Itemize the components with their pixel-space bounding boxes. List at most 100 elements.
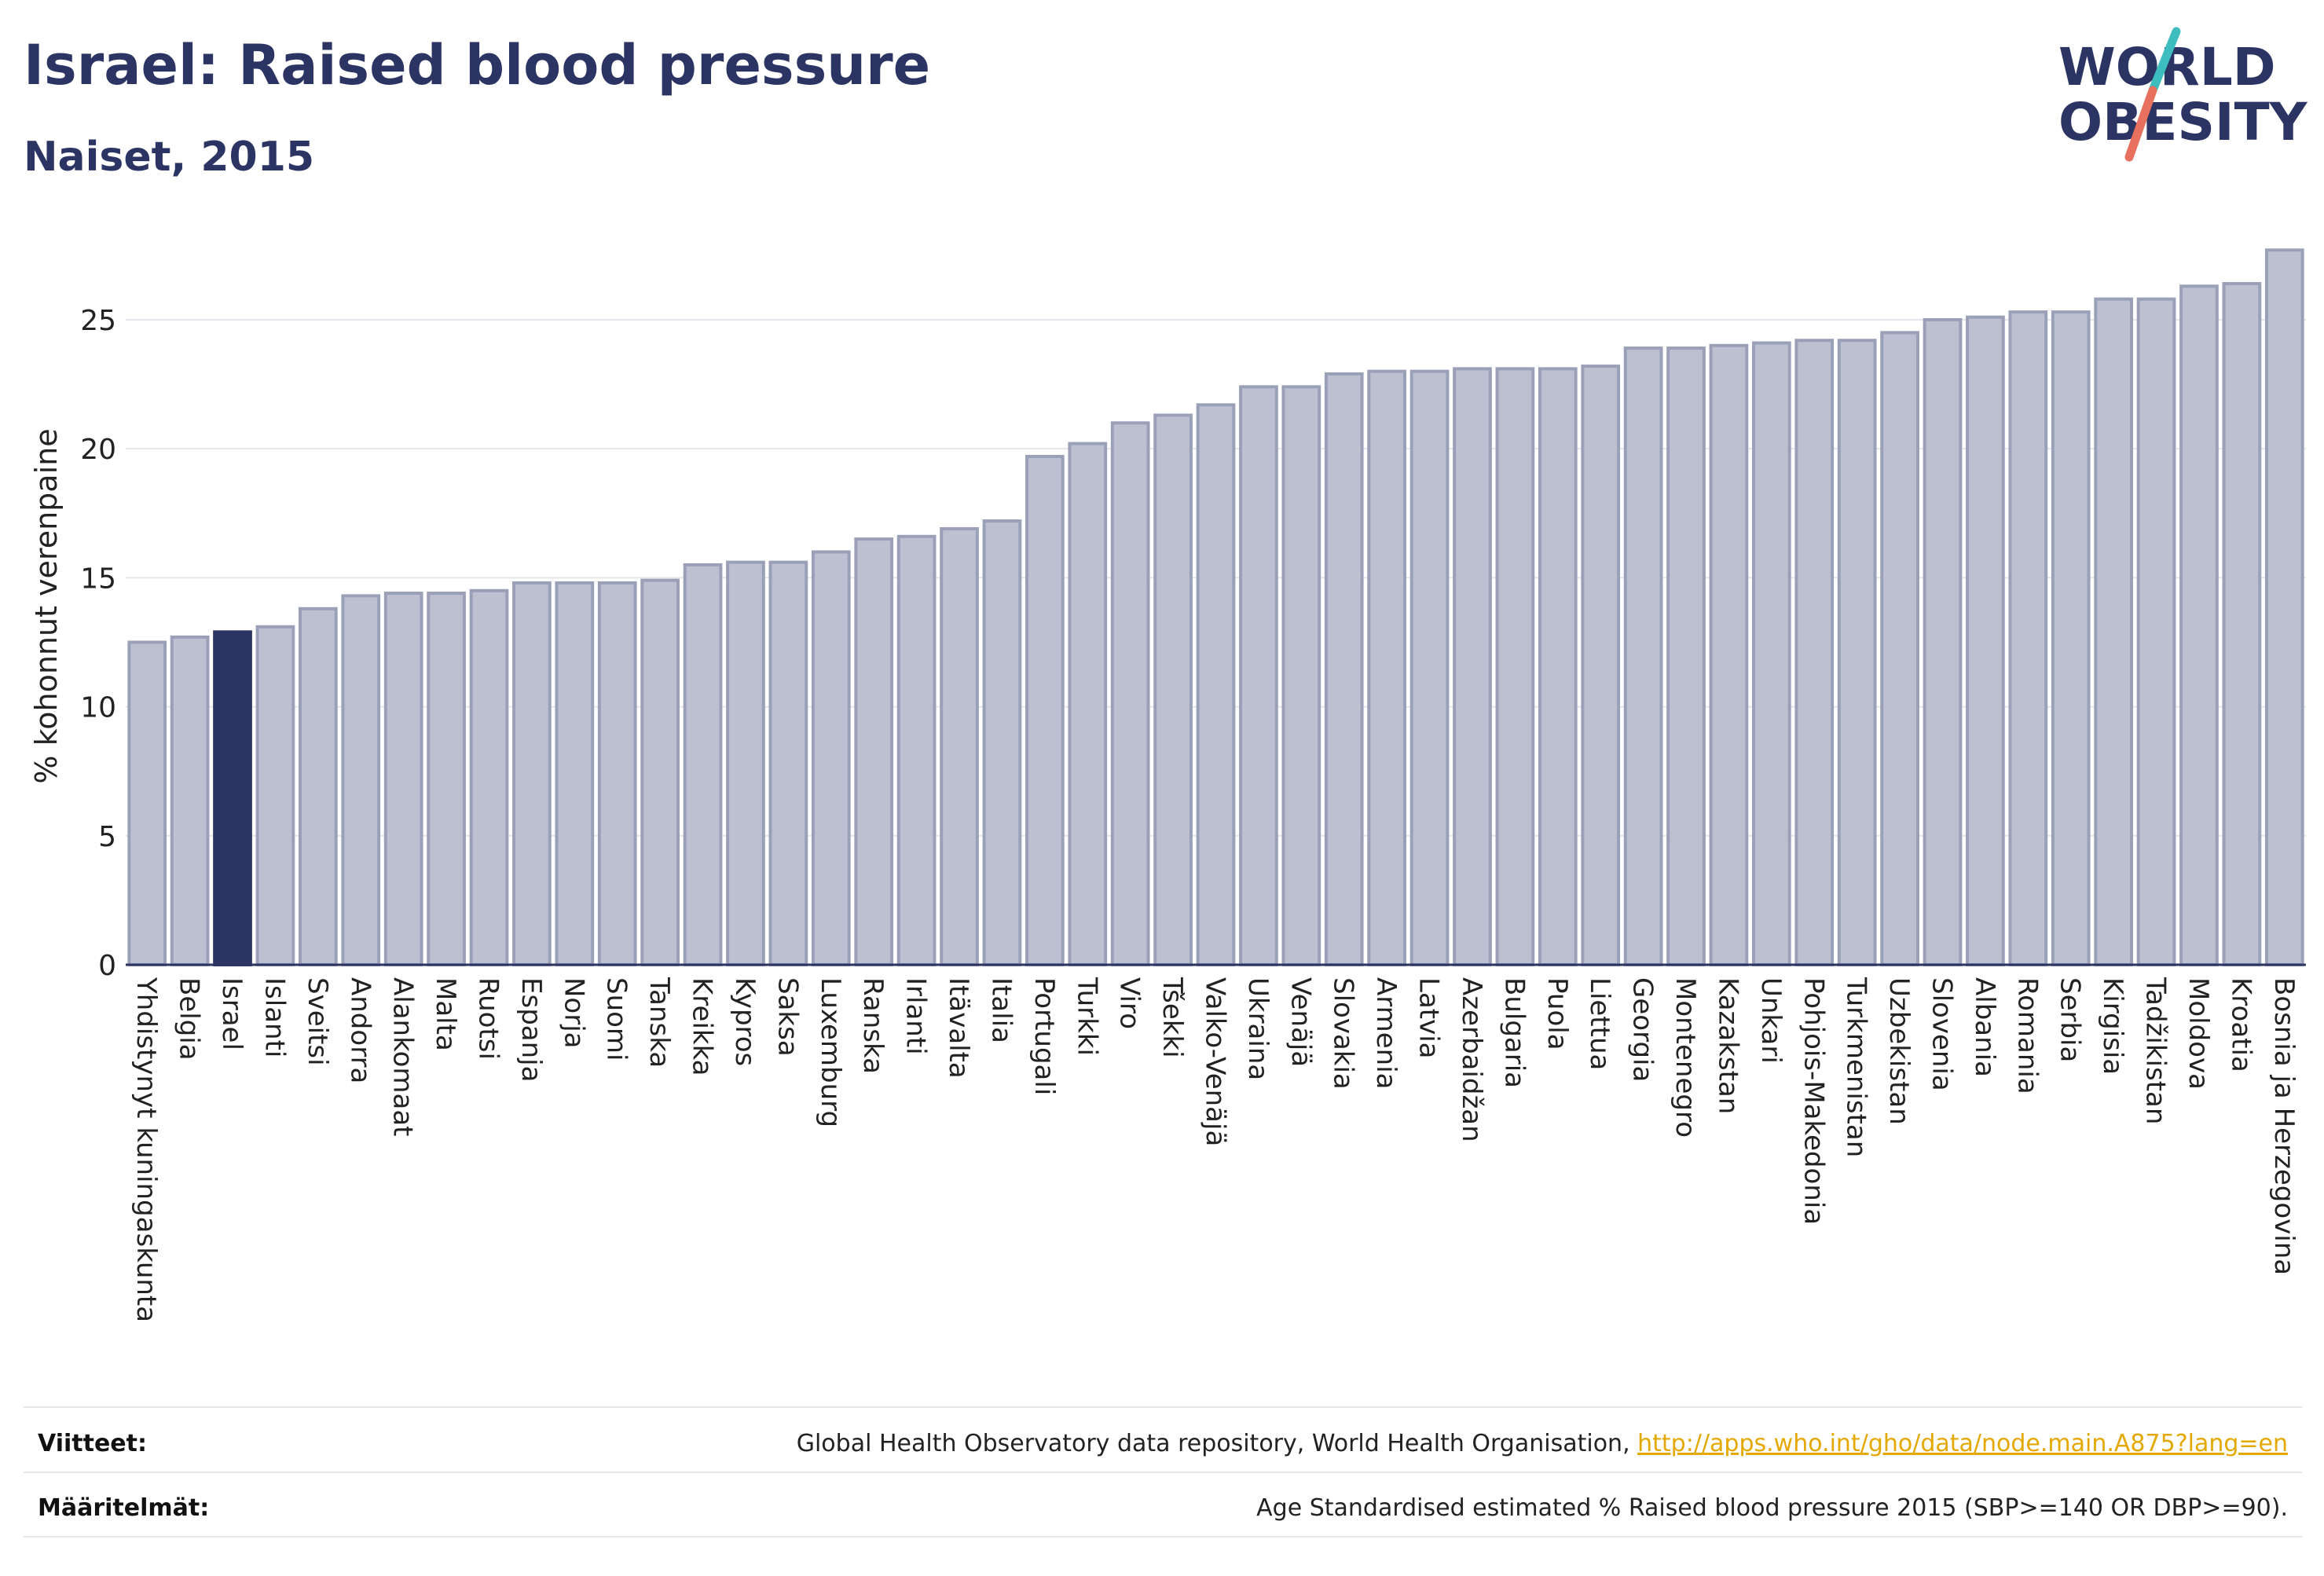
bar [1794,339,1835,966]
chart-title: Israel: Raised blood pressure [24,33,931,97]
x-tick-label: Tšekki [1157,977,1188,1058]
bar [1581,365,1621,966]
x-tick-label: Latvia [1413,977,1445,1059]
x-tick-label: Moldova [2183,977,2214,1090]
y-tick-label: 5 [98,821,116,853]
x-tick-label: Saksa [772,977,803,1057]
x-tick-label: Kazakstan [1712,977,1743,1114]
x-tick-label: Kreikka [687,977,718,1076]
x-tick-label: Georgia [1627,977,1659,1082]
x-tick-label: Slovenia [1926,977,1958,1091]
bar [1752,341,1791,966]
bar [555,581,595,966]
bar [170,635,210,967]
x-tick-label: Unkari [1755,977,1787,1064]
x-tick-label: Venäjä [1285,977,1316,1067]
x-tick-label: Islanti [258,977,290,1057]
x-tick-label: Puola [1541,977,1573,1050]
bar [1110,421,1150,966]
x-tick-label: Espanja [515,977,547,1082]
y-tick-label: 15 [80,563,116,595]
x-tick-label: Kypros [729,977,761,1066]
bar [1709,343,1749,966]
bar [341,594,381,966]
bar [1068,442,1108,966]
x-tick-label: Montenegro [1670,977,1701,1138]
bar [1623,346,1663,966]
sources-description: Global Health Observatory data repositor… [796,1430,1638,1457]
bar [1153,413,1193,966]
x-tick-label: Kirgisia [2097,977,2128,1075]
bar [2051,310,2091,966]
x-tick-labels: Yhdistynyt kuningaskunta Belgia Israel Isla… [130,977,2300,1322]
chart-subtitle: Naiset, 2015 [24,134,315,181]
y-tick-label: 10 [80,692,116,724]
x-tick-label: Serbia [2055,977,2086,1062]
bar [1538,367,1578,966]
bar [640,578,680,966]
x-tick-label: Yhdistynyt kuningaskunta [130,977,162,1322]
footer-divider-top [24,1406,2302,1408]
x-tick-label: Portugali [1028,977,1060,1095]
x-tick-label: Turkmenistan [1841,977,1872,1157]
x-tick-label: Belgia [174,977,205,1061]
x-tick-label: Valko-Venäjä [1200,977,1231,1146]
x-tick-label: Andorra [344,977,376,1083]
bars [127,248,2304,967]
bar [726,560,765,966]
bar [2094,297,2134,966]
bar [383,592,423,967]
x-tick-label: Liettua [1584,977,1615,1070]
x-tick-label: Romania [2011,977,2043,1094]
bar [2008,310,2048,966]
x-tick-label: Malta [430,977,461,1051]
sources-text: Global Health Observatory data repositor… [797,1430,2288,1457]
bar [213,630,252,966]
x-tick-label: Bulgaria [1498,977,1530,1088]
sources-link[interactable]: http://apps.who.int/gho/data/node.main.A… [1637,1430,2288,1457]
y-tick-labels: 0 5 10 15 20 25 [80,305,116,982]
x-tick-label: Uzbekistan [1883,977,1915,1125]
x-tick-label: Turkki [1071,977,1102,1056]
x-tick-label: Sveitsi [302,977,333,1066]
bar [512,581,552,966]
bar [683,563,723,966]
logo-line2: OBESITY [2058,92,2308,152]
x-tick-label: Ruotsi [473,977,504,1060]
x-tick-label: Suomi [601,977,632,1061]
bar [1837,339,1877,966]
definitions-label: Määritelmät: [38,1494,210,1522]
bar [1923,317,1963,966]
logo-slash-teal [2148,27,2181,95]
x-tick-label: Irlanti [900,977,932,1055]
y-tick-label: 20 [80,434,116,466]
y-tick-label: 0 [98,950,116,982]
x-tick-label: Tadžikistan [2140,977,2172,1124]
definitions-text: Age Standardised estimated % Raised bloo… [1256,1494,2288,1522]
x-tick-label: Itävalta [943,977,974,1079]
bar [1880,331,1919,966]
sources-label: Viitteet: [38,1430,147,1457]
bar [940,526,979,966]
x-tick-label: Azerbaidžan [1456,977,1487,1142]
bar [1239,385,1278,966]
x-tick-label: Albania [1969,977,2000,1077]
bar [1453,367,1492,966]
bar [427,592,466,967]
bar [768,560,808,966]
bar [1367,369,1406,967]
bar [1281,385,1321,966]
bar [127,640,167,966]
bar [597,581,637,966]
bar [2179,284,2219,967]
x-tick-label: Viro [1114,977,1146,1029]
x-tick-label: Luxemburg [815,977,846,1127]
bar [1196,403,1236,966]
bar [896,534,937,966]
x-tick-label: Israel [216,977,247,1050]
x-tick-label: Tanska [643,977,675,1068]
bar [2136,297,2176,966]
x-tick-label: Pohjois-Makedonia [1798,977,1829,1225]
x-tick-label: Armenia [1370,977,1402,1090]
x-tick-label: Slovakia [1328,977,1359,1090]
